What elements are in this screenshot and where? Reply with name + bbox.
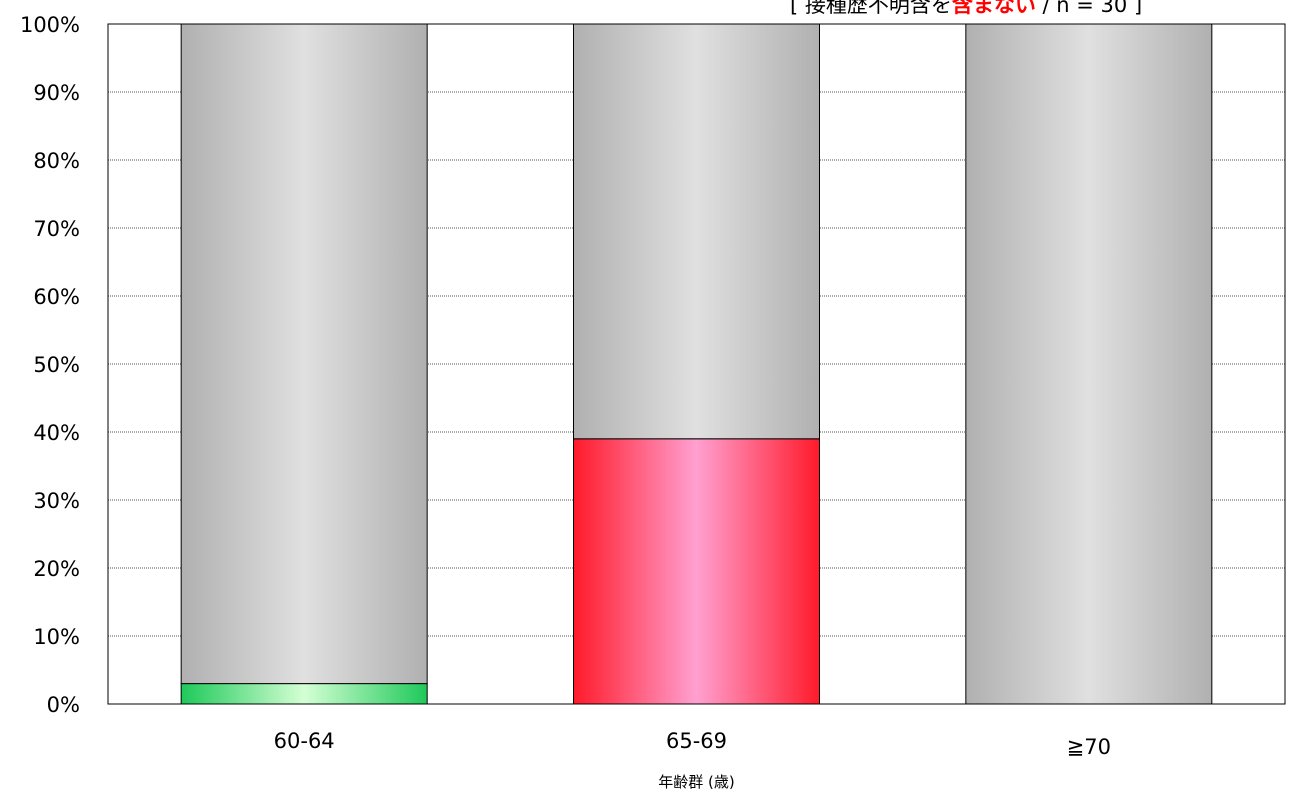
y-tick-label: 90%	[33, 81, 80, 105]
y-tick-label: 100%	[20, 13, 80, 37]
y-tick-label: 10%	[33, 625, 80, 649]
sample-note: [ 接種歴不明含を含まない / n = 30 ]	[790, 0, 1142, 19]
note-suffix: / n = 30 ]	[1035, 0, 1143, 17]
bar-segment-gray	[965, 23, 1213, 705]
y-tick-label: 0%	[47, 693, 80, 717]
y-axis-ticks: 0% 10% 20% 30% 40% 50% 60% 70% 80% 90% 100%	[20, 13, 80, 717]
y-tick-label: 70%	[33, 217, 80, 241]
note-highlight: 含まない	[951, 0, 1036, 17]
x-tick-label: 65-69	[666, 729, 727, 753]
bars	[180, 23, 1213, 705]
x-axis-label: 年齢群 (歳)	[658, 773, 734, 791]
bar-segment-gray	[180, 23, 428, 685]
bar-segment-gray	[573, 23, 820, 440]
plot-frame	[107, 23, 1286, 705]
bar-segment-highlight	[573, 438, 820, 705]
y-tick-label: 40%	[33, 421, 80, 445]
y-tick-label: 30%	[33, 489, 80, 513]
note-prefix: [ 接種歴不明含を	[790, 0, 952, 17]
y-tick-label: 50%	[33, 353, 80, 377]
bar-segment-highlight	[180, 683, 428, 705]
y-tick-label: 80%	[33, 149, 80, 173]
x-tick-label: ≧70	[1067, 735, 1111, 759]
y-tick-label: 60%	[33, 285, 80, 309]
x-tick-label: 60-64	[274, 729, 335, 753]
y-tick-label: 20%	[33, 557, 80, 581]
x-axis-ticks: 60-64 65-69 ≧70	[274, 729, 1111, 759]
